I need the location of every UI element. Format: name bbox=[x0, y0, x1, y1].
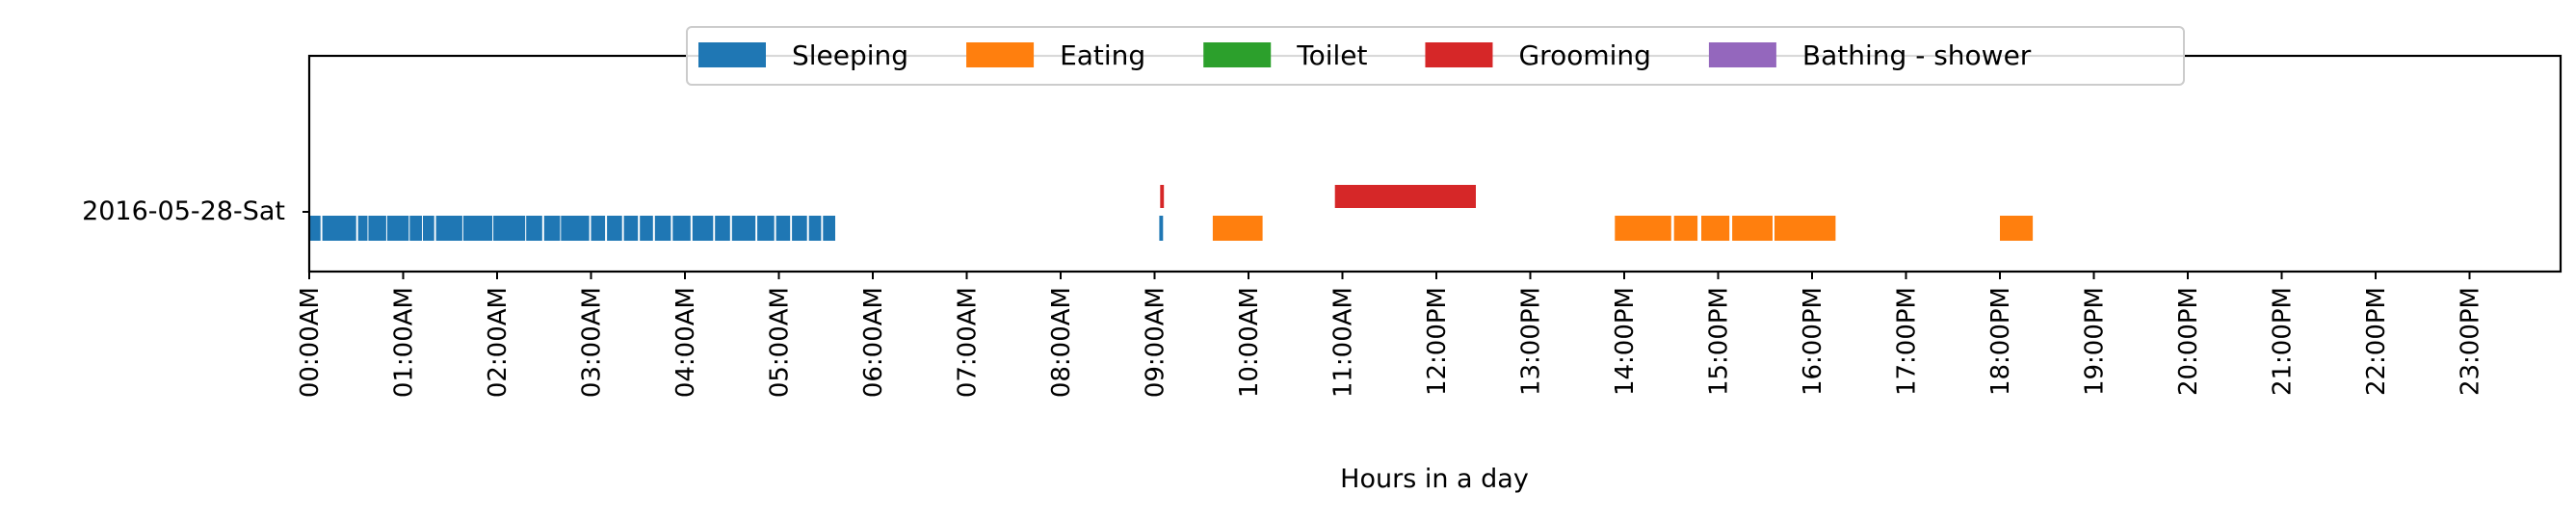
x-tick-label: 20:00PM bbox=[2174, 287, 2203, 396]
legend-swatch bbox=[1708, 42, 1776, 67]
legend-swatch bbox=[698, 42, 766, 67]
activity-bar bbox=[322, 216, 356, 241]
activity-bar bbox=[715, 216, 730, 241]
activity-bar bbox=[623, 216, 639, 241]
activity-bar bbox=[357, 216, 368, 241]
activity-bars bbox=[309, 185, 2034, 241]
legend-swatch bbox=[966, 42, 1035, 67]
x-tick-label: 15:00PM bbox=[1705, 287, 1734, 396]
activity-bar bbox=[368, 216, 386, 241]
plot-area bbox=[307, 54, 2563, 273]
activity-bar bbox=[1732, 216, 1773, 241]
x-tick-label: 16:00PM bbox=[1799, 287, 1827, 396]
legend-label: Sleeping bbox=[792, 39, 908, 71]
x-axis-label: Hours in a day bbox=[1340, 464, 1529, 494]
x-tick-label: 11:00AM bbox=[1329, 287, 1358, 398]
x-tick-label: 10:00AM bbox=[1235, 287, 1264, 398]
activity-bar bbox=[386, 216, 409, 241]
x-tick-label: 05:00AM bbox=[766, 287, 795, 398]
activity-bar bbox=[2000, 216, 2034, 241]
x-tick-label: 03:00AM bbox=[578, 287, 607, 398]
legend: Sleeping Eating Toilet Grooming Bathing - sh… bbox=[686, 26, 2185, 86]
x-tick-label: 14:00PM bbox=[1611, 287, 1640, 396]
activity-bar bbox=[423, 216, 434, 241]
activity-bar bbox=[1159, 216, 1164, 241]
x-tick-label: 04:00AM bbox=[671, 287, 700, 398]
activity-bar bbox=[526, 216, 542, 241]
activity-bar bbox=[823, 216, 835, 241]
y-tick-label: 2016-05-28-Sat bbox=[82, 196, 285, 226]
activity-bar bbox=[493, 216, 526, 241]
x-tick-label: 22:00PM bbox=[2362, 287, 2391, 396]
activity-bar bbox=[654, 216, 671, 241]
x-tick-label: 19:00PM bbox=[2081, 287, 2110, 396]
activity-bar bbox=[692, 216, 714, 241]
x-tick-label: 21:00PM bbox=[2269, 287, 2298, 396]
legend-label: Bathing - shower bbox=[1802, 39, 2032, 71]
x-tick-label: 07:00AM bbox=[954, 287, 983, 398]
activity-bar bbox=[1673, 216, 1698, 241]
x-tick-label: 06:00AM bbox=[859, 287, 888, 398]
activity-bar bbox=[462, 216, 493, 241]
y-axis: 2016-05-28-Sat bbox=[82, 196, 309, 226]
legend-label: Eating bbox=[1060, 39, 1145, 71]
activity-bar bbox=[1701, 216, 1730, 241]
x-tick-label: 12:00PM bbox=[1423, 287, 1452, 396]
x-axis: 00:00AM 01:00AM 02:00AM 03:00AM 04:00AM 05:00… bbox=[296, 272, 2485, 398]
legend-label: Toilet bbox=[1296, 39, 1367, 71]
activity-bar bbox=[1160, 185, 1165, 208]
x-tick-label: 23:00PM bbox=[2457, 287, 2485, 396]
x-tick-label: 08:00AM bbox=[1047, 287, 1076, 398]
activity-bar bbox=[672, 216, 691, 241]
x-tick-label: 00:00AM bbox=[296, 287, 325, 398]
activity-bar bbox=[1774, 216, 1836, 241]
activity-bar bbox=[640, 216, 653, 241]
activity-bar bbox=[309, 216, 321, 241]
activity-bar bbox=[561, 216, 590, 241]
x-tick-label: 18:00PM bbox=[1986, 287, 2015, 396]
activity-bar bbox=[792, 216, 807, 241]
legend-label: Grooming bbox=[1518, 39, 1650, 71]
activity-bar bbox=[591, 216, 606, 241]
activity-bar bbox=[1212, 216, 1263, 241]
x-tick-label: 13:00PM bbox=[1517, 287, 1546, 396]
activity-bar bbox=[731, 216, 756, 241]
x-tick-label: 09:00AM bbox=[1142, 287, 1170, 398]
activity-bar bbox=[757, 216, 775, 241]
activity-bar bbox=[1334, 185, 1476, 208]
activity-bar bbox=[1615, 216, 1671, 241]
x-tick-label: 01:00AM bbox=[390, 287, 419, 398]
legend-swatch bbox=[1203, 42, 1272, 67]
x-tick-label: 02:00AM bbox=[484, 287, 513, 398]
legend-swatch bbox=[1425, 42, 1493, 67]
activity-bar bbox=[775, 216, 791, 241]
activity-bar bbox=[543, 216, 561, 241]
activity-bar bbox=[607, 216, 622, 241]
activity-bar bbox=[808, 216, 822, 241]
activity-bar bbox=[435, 216, 462, 241]
x-tick-label: 17:00PM bbox=[1893, 287, 1922, 396]
activity-bar bbox=[409, 216, 422, 241]
